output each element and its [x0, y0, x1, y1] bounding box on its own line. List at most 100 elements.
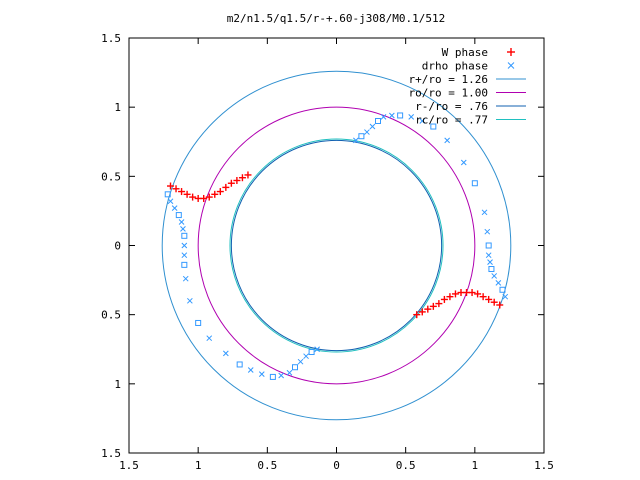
drho-phase-point — [485, 242, 492, 249]
drho-phase-point — [487, 259, 493, 265]
drho-phase-point — [180, 226, 186, 232]
drho-phase-point — [167, 198, 174, 205]
w-phase-point — [496, 301, 504, 309]
drho-phase-point — [181, 242, 188, 249]
drho-phase-point — [278, 372, 285, 379]
drho-phase-point — [499, 286, 506, 293]
w-phase-point — [233, 176, 241, 184]
drho-phase-point — [488, 266, 495, 273]
drho-phase-point — [222, 350, 229, 357]
legend-label: rc/ro = .77 — [415, 114, 488, 127]
drho-phase-point — [408, 113, 415, 120]
w-phase-point — [440, 295, 448, 303]
drho-phase-point — [485, 252, 492, 259]
drho-phase-point — [178, 219, 185, 225]
legend-label: W phase — [442, 46, 488, 59]
x-tick-label: 1.5 — [534, 459, 554, 472]
drho-phase-point — [195, 319, 202, 326]
w-phase-point — [451, 290, 459, 298]
x-tick-label: 0 — [333, 459, 340, 472]
w-phase-point — [200, 194, 208, 202]
reference-circle — [197, 106, 476, 385]
legend-swatch — [507, 62, 515, 69]
w-phase-point — [222, 183, 230, 191]
w-phase-point — [429, 302, 437, 310]
w-phase-point — [435, 300, 443, 308]
w-phase-point — [485, 295, 493, 303]
w-phase-point — [172, 185, 180, 193]
drho-phase-point — [286, 369, 293, 376]
reference-circle — [230, 139, 443, 352]
y-tick-label: 0 — [114, 240, 121, 253]
drho-phase-point — [182, 275, 189, 282]
w-phase-point — [189, 193, 197, 201]
w-phase-point — [227, 179, 235, 187]
legend-label: r+/ro = 1.26 — [409, 73, 488, 86]
reference-circle — [229, 138, 444, 353]
w-phase-point — [216, 188, 224, 196]
drho-phase-point — [397, 112, 404, 119]
w-phase-point — [205, 193, 213, 201]
drho-phase-point — [495, 279, 502, 286]
chart-title: m2/n1.5/q1.5/r-+.60-j308/M0.1/512 — [227, 12, 446, 25]
drho-phase-point — [181, 232, 188, 239]
x-tick-label: 1 — [472, 459, 479, 472]
w-phase-point — [468, 289, 476, 297]
drho-phase-point — [269, 373, 276, 380]
reference-circle — [161, 70, 512, 421]
w-phase-point — [211, 190, 219, 198]
drho-phase-point — [297, 358, 304, 365]
drho-phase-point — [484, 228, 491, 235]
w-phase-point — [418, 308, 426, 316]
w-phase-point — [474, 290, 482, 298]
y-tick-label: 1 — [114, 101, 121, 114]
drho-phase-point — [460, 159, 467, 166]
y-tick-label: 1.5 — [101, 32, 121, 45]
drho-phase-point — [247, 367, 254, 373]
w-phase-point — [167, 182, 174, 190]
drho-phase-point — [358, 133, 365, 140]
drho-phase-point — [369, 123, 376, 130]
drho-phase-point — [206, 335, 213, 342]
drho-phase-point — [181, 261, 188, 268]
y-tick-label: 0.5 — [101, 170, 121, 183]
drho-phase-point — [292, 364, 298, 371]
drho-phase-point — [364, 129, 370, 135]
drho-phase-point — [419, 118, 426, 124]
w-phase-point — [479, 293, 487, 301]
y-tick-label: 0.5 — [101, 309, 121, 322]
drho-phase-point — [353, 137, 359, 144]
y-tick-label: 1 — [114, 378, 121, 391]
legend-label: ro/ro = 1.00 — [409, 87, 488, 100]
legend-label: drho phase — [422, 60, 488, 73]
x-tick-label: 1.5 — [119, 459, 139, 472]
drho-phase-point — [236, 361, 243, 368]
w-phase-point — [183, 190, 191, 198]
legend-label: r-/ro = .76 — [415, 100, 488, 113]
drho-phase-point — [314, 346, 320, 353]
drho-phase-point — [303, 353, 309, 360]
w-phase-point — [413, 311, 421, 319]
x-tick-label: 0.5 — [396, 459, 416, 472]
x-tick-label: 1 — [195, 459, 202, 472]
y-tick-label: 1.5 — [101, 447, 121, 460]
w-phase-point — [490, 298, 498, 306]
drho-phase-point — [491, 273, 498, 279]
w-phase-point — [446, 293, 454, 301]
drho-phase-point — [171, 205, 178, 212]
w-phase-point — [238, 174, 246, 182]
w-phase-point — [244, 171, 252, 179]
drho-phase-point — [175, 212, 182, 219]
drho-phase-point — [502, 293, 509, 300]
drho-phase-point — [181, 252, 188, 259]
drho-phase-point — [258, 371, 265, 378]
drho-phase-point — [308, 349, 315, 356]
drho-phase-point — [430, 123, 437, 130]
x-tick-label: 0.5 — [257, 459, 277, 472]
legend-swatch — [507, 48, 515, 56]
drho-phase-point — [375, 118, 381, 124]
drho-phase-point — [444, 137, 451, 144]
drho-phase-point — [164, 191, 171, 198]
drho-phase-point — [388, 112, 395, 119]
